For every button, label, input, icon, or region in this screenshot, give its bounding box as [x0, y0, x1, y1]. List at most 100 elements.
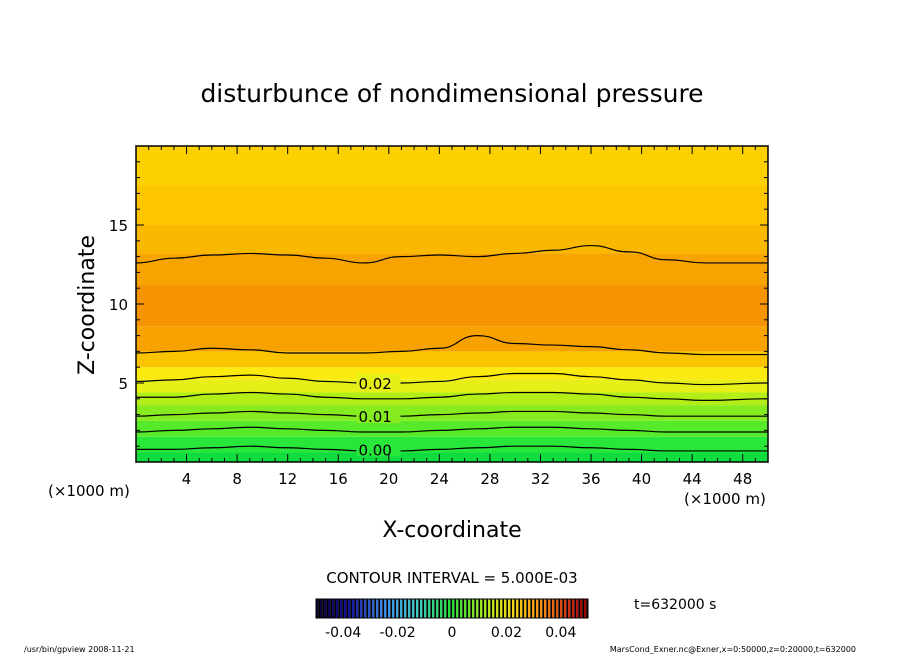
- colorbar-stripe: [340, 599, 343, 618]
- colorbar-stripe: [464, 599, 467, 618]
- x-tick-label-0: 4: [182, 470, 192, 488]
- colorbar-stripe: [576, 599, 579, 618]
- x-axis-label: X-coordinate: [382, 518, 521, 543]
- colorbar-stripe: [400, 599, 403, 618]
- colorbar-stripe: [436, 599, 439, 618]
- colorbar-gap: [326, 599, 328, 618]
- contour-line-1: [135, 334, 768, 356]
- colorbar-gap: [462, 599, 464, 618]
- colorbar-stripe: [504, 599, 507, 618]
- color-band-8: [136, 326, 768, 352]
- colorbar-gap: [450, 599, 452, 618]
- colorbar-gap: [422, 599, 424, 618]
- colorbar-stripe: [328, 599, 331, 618]
- colorbar-stripe: [320, 599, 323, 618]
- colorbar-stripe: [492, 599, 495, 618]
- contour-line-2: [135, 372, 769, 386]
- colorbar-stripe: [384, 599, 387, 618]
- colorbar-stripe: [476, 599, 479, 618]
- contour-label-0: 0.02: [358, 375, 391, 393]
- colorbar-stripe: [500, 599, 503, 618]
- color-band-6: [136, 367, 768, 380]
- colorbar-stripe: [448, 599, 451, 618]
- colorbar-gap: [514, 599, 516, 618]
- colorbar-gap: [410, 599, 412, 618]
- colorbar-gap: [506, 599, 508, 618]
- colorbar-stripe: [536, 599, 539, 618]
- colorbar-gap: [350, 599, 352, 618]
- colorbar-gap: [490, 599, 492, 618]
- colorbar-gap: [502, 599, 504, 618]
- colorbar-stripe: [512, 599, 515, 618]
- colorbar-frame: [315, 598, 589, 619]
- colorbar-gap: [498, 599, 500, 618]
- colorbar-tick-label-3: 0.02: [491, 625, 522, 641]
- x-axis-ticks: 4 8 12 16 20 24 28 32 36 40 44 48: [148, 146, 756, 488]
- colorbar-gap: [322, 599, 324, 618]
- colorbar-stripe: [524, 599, 527, 618]
- colorbar-stripe: [348, 599, 351, 618]
- colorbar-gap: [582, 599, 584, 618]
- footer-left: /usr/bin/gpview 2008-11-21: [24, 645, 135, 654]
- colorbar-gap: [390, 599, 392, 618]
- colorbar-tick-label-2: 0: [448, 625, 457, 641]
- colorbar-gap: [334, 599, 336, 618]
- colorbar-gap: [474, 599, 476, 618]
- colorbar-gap: [550, 599, 552, 618]
- color-band-9: [136, 285, 768, 327]
- colorbar-stripe: [376, 599, 379, 618]
- colorbar-gap: [586, 599, 588, 618]
- colorbar-gap: [466, 599, 468, 618]
- colorbar-gap: [538, 599, 540, 618]
- colorbar-stripe: [540, 599, 543, 618]
- colorbar-stripe: [388, 599, 391, 618]
- y-axis-label: Z-coordinate: [75, 235, 100, 375]
- color-band-10: [136, 253, 768, 286]
- contour-label-bg-2: [356, 440, 401, 457]
- colorbar-stripe: [368, 599, 371, 618]
- colorbar-gap: [534, 599, 536, 618]
- color-band-11: [136, 225, 768, 254]
- colorbar-stripe: [544, 599, 547, 618]
- colorbar-gap: [574, 599, 576, 618]
- colorbar-stripe: [556, 599, 559, 618]
- colorbar-gap: [386, 599, 388, 618]
- colorbar-stripe: [412, 599, 415, 618]
- colorbar-stripe: [356, 599, 359, 618]
- color-band-13: [136, 146, 768, 186]
- colorbar-gap: [434, 599, 436, 618]
- y-tick-label-1: 10: [109, 296, 128, 314]
- color-band-3: [136, 405, 768, 421]
- colorbar-stripe: [432, 599, 435, 618]
- colorbar-stripe: [532, 599, 535, 618]
- colorbar-gap: [522, 599, 524, 618]
- x-tick-label-7: 32: [531, 470, 550, 488]
- colorbar-gap: [566, 599, 568, 618]
- colorbar-stripe: [508, 599, 511, 618]
- colorbar-gap: [338, 599, 340, 618]
- colorbar-gap: [430, 599, 432, 618]
- contour-line-5: [135, 426, 768, 433]
- colorbar-tick-label-1: -0.02: [379, 625, 415, 641]
- colorbar-gap: [530, 599, 532, 618]
- colorbar-gap: [470, 599, 472, 618]
- colorbar-gap: [526, 599, 528, 618]
- chart-title: disturbunce of nondimensional pressure: [200, 79, 703, 108]
- time-annotation: t=632000 s: [634, 597, 716, 613]
- colorbar-gap: [358, 599, 360, 618]
- colorbar-stripe: [572, 599, 575, 618]
- x-tick-label-3: 16: [329, 470, 348, 488]
- colorbar-tick-label-0: -0.04: [325, 625, 361, 641]
- colorbar-gap: [486, 599, 488, 618]
- colorbar: [316, 599, 588, 618]
- color-band-0: [136, 452, 768, 462]
- colorbar-gap: [354, 599, 356, 618]
- colorbar-stripe: [520, 599, 523, 618]
- colorbar-gap: [318, 599, 320, 618]
- x-tick-label-9: 40: [632, 470, 651, 488]
- colorbar-stripe: [580, 599, 583, 618]
- colorbar-stripe: [396, 599, 399, 618]
- y-tick-label-2: 15: [109, 217, 128, 235]
- colorbar-stripe: [428, 599, 431, 618]
- colorbar-gap: [370, 599, 372, 618]
